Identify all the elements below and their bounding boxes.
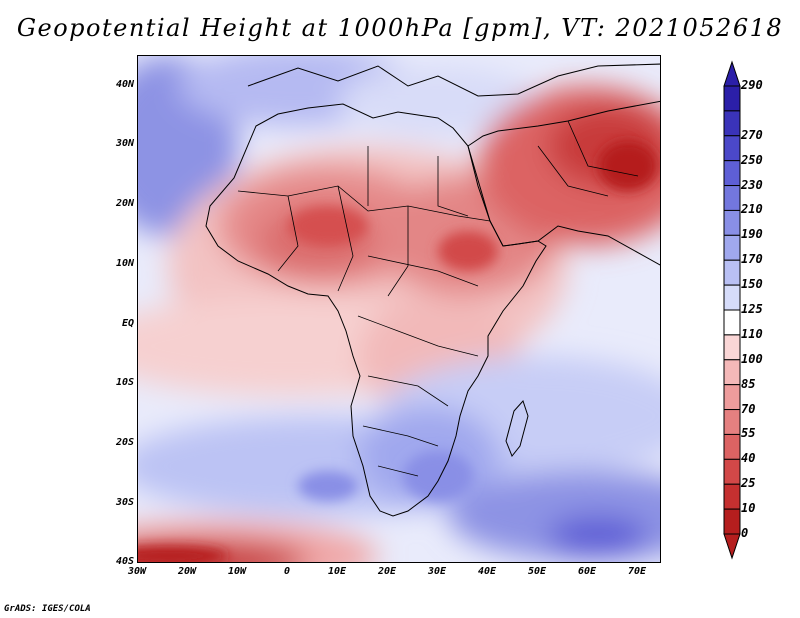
colorbar-tick-label: 100 [741,351,763,366]
colorbar-tick-label: 190 [741,227,763,242]
colorbar-tick-label: 290 [741,78,763,92]
colorbar-segment [723,160,741,187]
colorbar-segment [723,359,741,386]
colorbar-segment [723,234,741,261]
map-canvas [138,56,660,562]
colorbar-tick-label: 125 [741,302,763,316]
colorbar-arrow-bottom [723,533,741,560]
colorbar-tick-label: 55 [741,426,756,441]
lon-label: 20W [177,566,197,577]
lon-label: 40E [477,566,497,577]
lat-label: EQ [121,318,134,329]
lat-label: 30S [115,497,134,508]
colorbar-segment [723,85,741,112]
country-borders [237,120,639,477]
colorbar-tick-label: 40 [741,451,756,466]
colorbar-segment [723,433,741,460]
lat-label: 40S [115,556,134,567]
colorbar-tick-label: 230 [741,177,763,192]
lat-label: 40N [115,79,134,90]
lat-label: 20S [115,437,134,448]
colorbar-tick-label: 25 [741,476,756,491]
lon-label: 70E [627,566,647,577]
colorbar-segment [723,185,741,211]
madagascar-coastline [505,400,529,457]
colorbar-tick-label: 70 [741,401,756,416]
map-panel [137,55,661,563]
colorbar-segment [723,483,741,510]
lon-label: 30W [127,566,147,577]
colorbar-segment [723,384,741,411]
colorbar-tick-label: 85 [741,376,756,391]
lat-label: 20N [115,198,134,209]
colorbar-segment [723,259,741,286]
colorbar-tick-label: 0 [741,526,749,540]
colorbar-tick-label: 270 [741,127,763,142]
colorbar-tick-label: 150 [741,277,763,292]
lat-label: 10S [115,377,134,388]
colorbar-segment [723,135,741,162]
lat-label: 30N [115,138,134,149]
colorbar-segment [723,508,741,535]
colorbar-tick-label: 170 [741,252,763,267]
footer-credit: GrADS: IGES/COLA [4,604,91,614]
lon-label: 30E [427,566,447,577]
colorbar-segment [723,458,741,485]
colorbar-segment [723,409,741,435]
colorbar-segment [723,284,741,311]
lon-label: 0 [283,566,291,577]
arabia-coastline [467,100,660,266]
lon-label: 60E [577,566,597,577]
europe-coastline [247,63,660,97]
chart-title: Geopotential Height at 1000hPa [gpm], VT… [16,14,784,42]
lon-label: 10E [327,566,347,577]
colorbar-tick-label: 250 [741,152,763,167]
colorbar-segment [723,309,741,336]
colorbar-tick-label: 110 [741,326,763,341]
colorbar-segment [723,334,741,361]
lon-label: 20E [377,566,397,577]
colorbar-tick-label: 210 [741,202,763,217]
height-field-detail [138,141,658,562]
colorbar-tick-label: 10 [741,501,756,516]
lat-label: 10N [115,258,134,269]
lon-label: 10W [227,566,247,577]
africa-coastline [205,103,547,517]
colorbar-segment [723,209,741,236]
lon-label: 50E [527,566,547,577]
colorbar-arrow-top [723,60,741,87]
colorbar-segment [723,110,741,137]
